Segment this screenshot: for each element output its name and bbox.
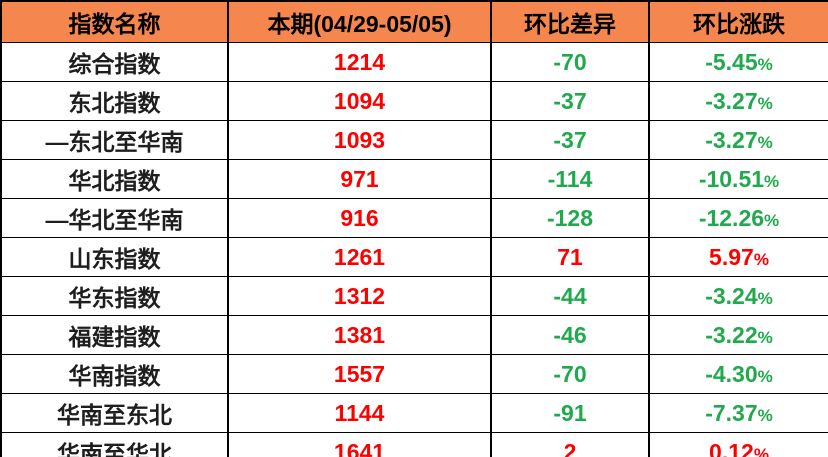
index-diff: -46: [490, 315, 650, 355]
index-diff: -37: [490, 81, 650, 121]
index-value: 971: [227, 159, 492, 199]
table-row: 综合指数 1214 -70 -5.45%: [0, 42, 828, 82]
index-pct: -4.30%: [648, 354, 828, 394]
index-name: —东北至华南: [0, 120, 229, 160]
index-name: 华东指数: [0, 276, 229, 316]
header-row: 指数名称 本期(04/29-05/05) 环比差异 环比涨跌: [0, 0, 828, 43]
index-name: 华北指数: [0, 159, 229, 199]
index-value: 1144: [227, 393, 492, 433]
index-diff: -128: [490, 198, 650, 238]
index-diff: -91: [490, 393, 650, 433]
column-header-index-name: 指数名称: [0, 0, 229, 43]
index-name: 东北指数: [0, 81, 229, 121]
index-diff: 2: [490, 432, 650, 457]
index-pct: -10.51%: [648, 159, 828, 199]
index-pct: 0.12%: [648, 432, 828, 457]
table-row: 山东指数 1261 71 5.97%: [0, 237, 828, 277]
index-name: 华南至东北: [0, 393, 229, 433]
index-name: —华北至华南: [0, 198, 229, 238]
index-pct: -3.22%: [648, 315, 828, 355]
index-value: 1557: [227, 354, 492, 394]
table-row: —华北至华南 916 -128 -12.26%: [0, 198, 828, 238]
index-name: 福建指数: [0, 315, 229, 355]
index-pct: -5.45%: [648, 42, 828, 82]
column-header-change-pct: 环比涨跌: [648, 0, 828, 43]
index-diff: -114: [490, 159, 650, 199]
index-diff: 71: [490, 237, 650, 277]
index-pct: -3.27%: [648, 120, 828, 160]
index-pct: -3.24%: [648, 276, 828, 316]
table-row: 华南指数 1557 -70 -4.30%: [0, 354, 828, 394]
table-row: 华东指数 1312 -44 -3.24%: [0, 276, 828, 316]
index-pct: -3.27%: [648, 81, 828, 121]
index-diff: -44: [490, 276, 650, 316]
column-header-diff: 环比差异: [490, 0, 650, 43]
index-value: 1261: [227, 237, 492, 277]
index-name: 山东指数: [0, 237, 229, 277]
table-row: 华南至东北 1144 -91 -7.37%: [0, 393, 828, 433]
table-row: 华北指数 971 -114 -10.51%: [0, 159, 828, 199]
index-diff: -37: [490, 120, 650, 160]
table-row: 华南至华北 1641 2 0.12%: [0, 432, 828, 457]
index-name: 综合指数: [0, 42, 229, 82]
index-value: 1312: [227, 276, 492, 316]
table-row: 福建指数 1381 -46 -3.22%: [0, 315, 828, 355]
index-pct: -12.26%: [648, 198, 828, 238]
index-value: 1381: [227, 315, 492, 355]
index-name: 华南指数: [0, 354, 229, 394]
index-value: 916: [227, 198, 492, 238]
table-row: —东北至华南 1093 -37 -3.27%: [0, 120, 828, 160]
index-pct: 5.97%: [648, 237, 828, 277]
index-diff: -70: [490, 42, 650, 82]
table-row: 东北指数 1094 -37 -3.27%: [0, 81, 828, 121]
index-value: 1214: [227, 42, 492, 82]
index-pct: -7.37%: [648, 393, 828, 433]
index-value: 1093: [227, 120, 492, 160]
index-diff: -70: [490, 354, 650, 394]
table-body: 综合指数 1214 -70 -5.45% 东北指数 1094 -37 -3.27…: [0, 42, 828, 457]
index-value: 1641: [227, 432, 492, 457]
table-header: 指数名称 本期(04/29-05/05) 环比差异 环比涨跌: [0, 0, 828, 43]
index-value: 1094: [227, 81, 492, 121]
column-header-current-period: 本期(04/29-05/05): [227, 0, 492, 43]
index-name: 华南至华北: [0, 432, 229, 457]
